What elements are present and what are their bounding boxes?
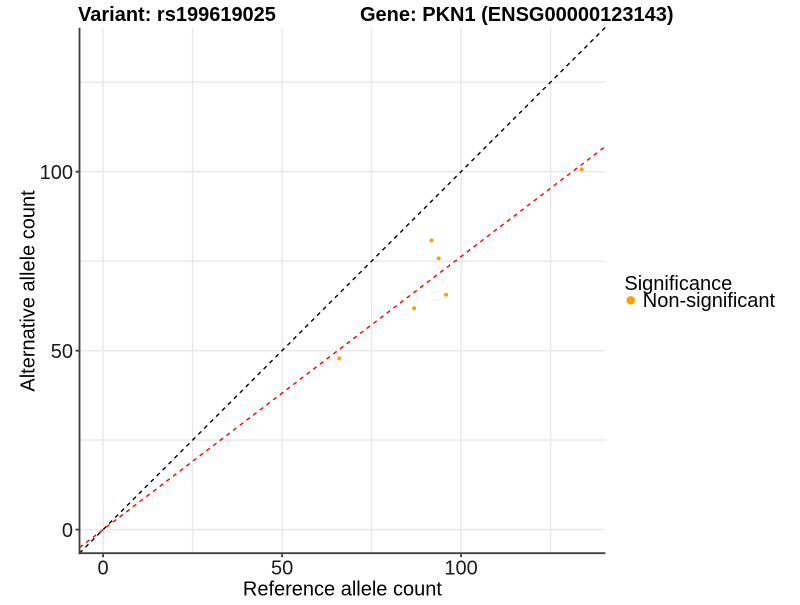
svg-text:Alternative allele count: Alternative allele count [18,190,40,392]
svg-text:Non-significant: Non-significant [643,290,776,312]
svg-text:Variant: rs199619025: Variant: rs199619025 [78,4,276,26]
svg-text:0: 0 [98,557,109,579]
svg-text:Reference allele count: Reference allele count [243,579,442,601]
svg-text:Gene: PKN1 (ENSG00000123143): Gene: PKN1 (ENSG00000123143) [360,4,674,26]
svg-text:100: 100 [40,162,73,184]
svg-text:0: 0 [62,520,73,542]
svg-text:50: 50 [51,341,73,363]
svg-text:Significance: Significance [624,273,732,295]
svg-text:100: 100 [444,557,477,579]
svg-text:50: 50 [271,557,293,579]
